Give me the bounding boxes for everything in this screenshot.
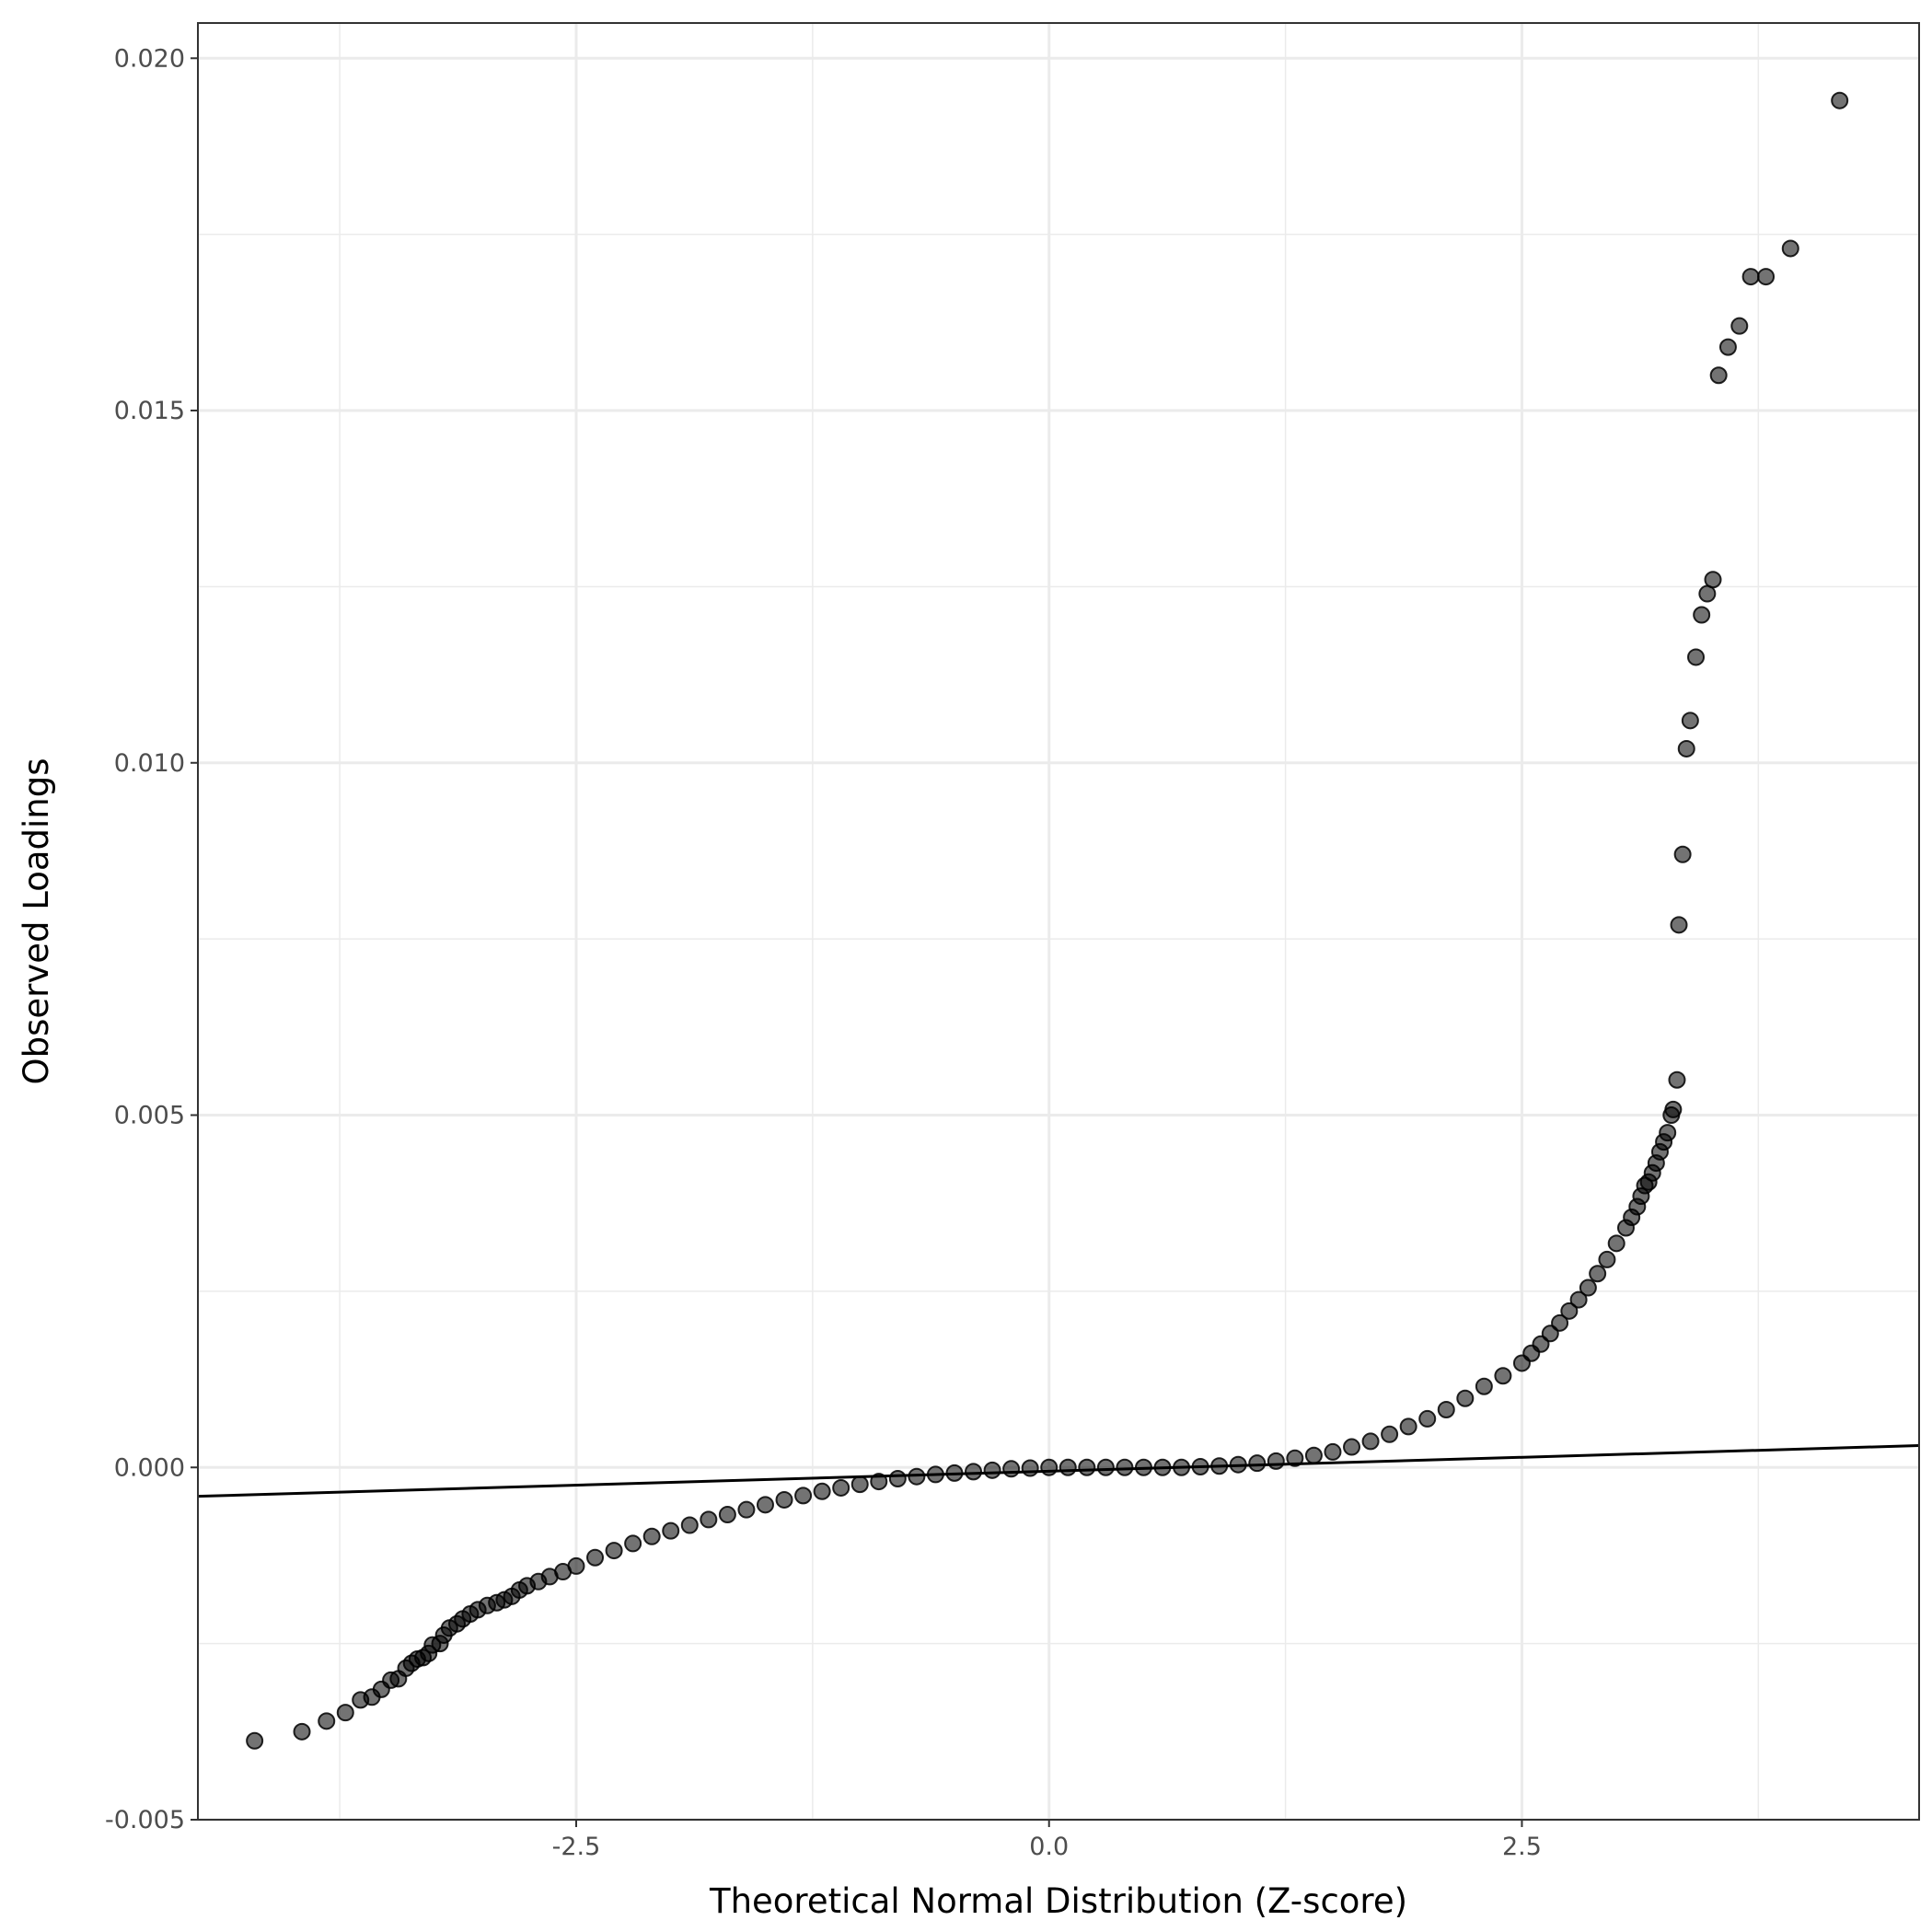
- data-point: [1191, 1457, 1209, 1475]
- data-point: [794, 1487, 813, 1505]
- data-point: [737, 1500, 756, 1519]
- data-point: [1664, 1100, 1683, 1118]
- data-point: [926, 1465, 944, 1484]
- data-point: [1078, 1458, 1096, 1476]
- panel-border: [197, 22, 1920, 1821]
- data-point: [1668, 1070, 1686, 1089]
- data-point: [1718, 338, 1737, 356]
- data-point: [1418, 1409, 1437, 1428]
- data-point: [1456, 1389, 1475, 1407]
- data-point: [1437, 1400, 1455, 1418]
- x-axis-title: Theoretical Normal Distribution (Z-score…: [709, 1881, 1407, 1921]
- data-point: [1730, 317, 1749, 335]
- data-point: [1059, 1458, 1077, 1476]
- y-tick-label: 0.005: [114, 1102, 185, 1130]
- data-point: [1831, 91, 1849, 110]
- data-point: [642, 1527, 661, 1545]
- y-axis-ticks: -0.005 0.000 0.005 0.010 0.015 0.020: [105, 44, 198, 1834]
- data-point: [1670, 916, 1688, 934]
- data-point: [1343, 1438, 1361, 1456]
- data-point: [1096, 1458, 1115, 1476]
- data-point: [850, 1475, 869, 1494]
- data-point: [718, 1506, 736, 1524]
- data-point: [662, 1521, 680, 1540]
- minor-gridlines: [198, 23, 1919, 1820]
- data-point: [1681, 711, 1699, 730]
- data-point: [1757, 268, 1776, 286]
- data-point: [624, 1534, 642, 1553]
- data-point: [1002, 1460, 1021, 1478]
- data-point: [1659, 1124, 1677, 1142]
- data-point: [1286, 1449, 1304, 1467]
- data-point: [908, 1467, 926, 1486]
- data-point: [888, 1470, 907, 1488]
- data-point: [1475, 1377, 1493, 1395]
- data-point: [1304, 1446, 1323, 1464]
- y-tick-label: 0.020: [114, 44, 185, 73]
- data-point: [605, 1542, 623, 1560]
- data-point: [945, 1463, 964, 1482]
- data-point: [567, 1556, 585, 1575]
- data-point: [1399, 1417, 1417, 1436]
- data-point: [1153, 1458, 1172, 1476]
- data-point: [246, 1731, 264, 1750]
- data-point: [1589, 1265, 1607, 1283]
- data-point: [1560, 1301, 1579, 1320]
- data-point: [756, 1496, 774, 1514]
- data-point: [680, 1516, 699, 1534]
- data-point: [700, 1510, 718, 1529]
- data-point: [586, 1548, 605, 1567]
- data-point: [1598, 1250, 1616, 1268]
- data-point: [1673, 845, 1692, 863]
- data-point: [1173, 1458, 1191, 1476]
- data-point: [1229, 1455, 1247, 1474]
- data-point: [965, 1463, 983, 1481]
- data-point: [1607, 1234, 1625, 1253]
- data-point: [832, 1478, 850, 1497]
- y-axis-title: Observed Loadings: [17, 758, 56, 1084]
- data-point: [1579, 1278, 1597, 1297]
- data-point: [1040, 1458, 1059, 1476]
- data-point: [1551, 1313, 1569, 1332]
- y-tick-label: 0.010: [114, 749, 185, 778]
- data-point: [1267, 1452, 1285, 1470]
- data-point: [1116, 1458, 1134, 1476]
- data-points: [246, 91, 1849, 1750]
- data-point: [1687, 648, 1706, 666]
- data-point: [983, 1461, 1001, 1479]
- x-tick-label: 0.0: [1029, 1833, 1069, 1861]
- y-tick-label: -0.005: [105, 1806, 185, 1834]
- data-point: [1248, 1454, 1267, 1473]
- data-point: [1569, 1290, 1588, 1309]
- data-point: [1677, 739, 1695, 758]
- data-point: [1709, 366, 1728, 385]
- data-point: [1741, 268, 1760, 286]
- data-point: [1704, 571, 1722, 589]
- data-point: [870, 1473, 888, 1491]
- reference-line-group: [197, 1444, 1920, 1498]
- data-point: [1381, 1425, 1399, 1443]
- data-point: [1361, 1432, 1380, 1451]
- x-tick-label: 2.5: [1502, 1833, 1542, 1861]
- data-point: [775, 1490, 793, 1509]
- data-point: [1134, 1458, 1152, 1476]
- data-point: [293, 1722, 311, 1741]
- data-point: [318, 1712, 336, 1730]
- data-point: [336, 1704, 354, 1722]
- data-point: [1693, 606, 1711, 624]
- y-tick-label: 0.015: [114, 397, 185, 425]
- y-tick-label: 0.000: [114, 1453, 185, 1482]
- data-point: [1021, 1459, 1039, 1477]
- data-point: [813, 1482, 831, 1500]
- x-axis-ticks: -2.5 0.0 2.5: [552, 1820, 1542, 1861]
- data-point: [1324, 1442, 1342, 1461]
- data-point: [1210, 1457, 1229, 1475]
- reference-line: [197, 1444, 1920, 1498]
- data-point: [1494, 1367, 1512, 1385]
- x-tick-label: -2.5: [552, 1833, 601, 1861]
- data-point: [1781, 239, 1799, 258]
